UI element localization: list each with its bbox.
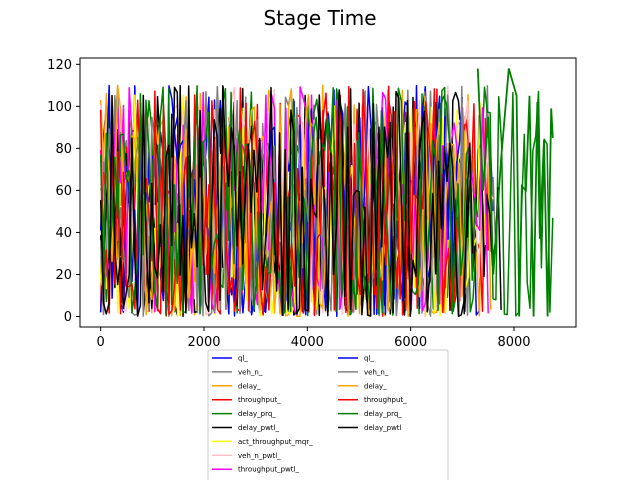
- legend-label-2: delay_: [238, 382, 261, 390]
- legend-label-4: delay_prq_: [238, 410, 276, 418]
- x-tick-label-0: 0: [97, 335, 105, 350]
- series-line-14: [99, 85, 474, 318]
- legend-label-10: veh_n_: [364, 368, 389, 376]
- y-tick-label-4: 80: [55, 142, 72, 157]
- legend-label-14: delay_pwtl: [364, 424, 402, 432]
- legend-label-0: ql_: [238, 355, 248, 363]
- legend-label-9: ql_: [364, 355, 374, 363]
- legend-label-3: throughput_: [238, 396, 281, 404]
- series-line-12: [99, 85, 458, 317]
- y-tick-label-6: 120: [47, 58, 72, 73]
- legend-label-12: throughput_: [364, 396, 407, 404]
- axes: 0 2000 4000 6000 8000 0 20 40 60 80 100 120: [47, 58, 530, 350]
- legend-label-1: veh_n_: [238, 368, 263, 376]
- legend-label-13: delay_prq_: [364, 410, 402, 418]
- legend-label-5: delay_pwtl_: [238, 424, 279, 432]
- y-tick-label-1: 20: [55, 268, 72, 283]
- plot-frame: [79, 57, 577, 328]
- x-tick-label-1: 2000: [187, 335, 220, 350]
- y-tick-label-2: 40: [55, 226, 72, 241]
- legend-label-6: act_throughput_mqr_: [238, 438, 313, 446]
- y-tick-label-5: 100: [47, 100, 72, 115]
- chart-title: Stage Time: [263, 6, 376, 30]
- plot-lines: [99, 68, 554, 318]
- legend-label-7: veh_n_pwtl_: [238, 452, 281, 460]
- y-tick-label-0: 0: [64, 310, 72, 325]
- x-tick-label-3: 6000: [394, 335, 427, 350]
- legend-box: [207, 349, 449, 480]
- legend-label-11: delay_: [364, 382, 387, 390]
- series-line-tail: [476, 68, 554, 317]
- x-tick-label-2: 4000: [291, 335, 324, 350]
- legend: ql_veh_n_delay_throughput_delay_prq_dela…: [207, 349, 449, 480]
- y-tick-label-3: 60: [55, 184, 72, 199]
- legend-label-8: throughput_pwtl_: [238, 466, 299, 474]
- x-tick-label-4: 8000: [497, 335, 530, 350]
